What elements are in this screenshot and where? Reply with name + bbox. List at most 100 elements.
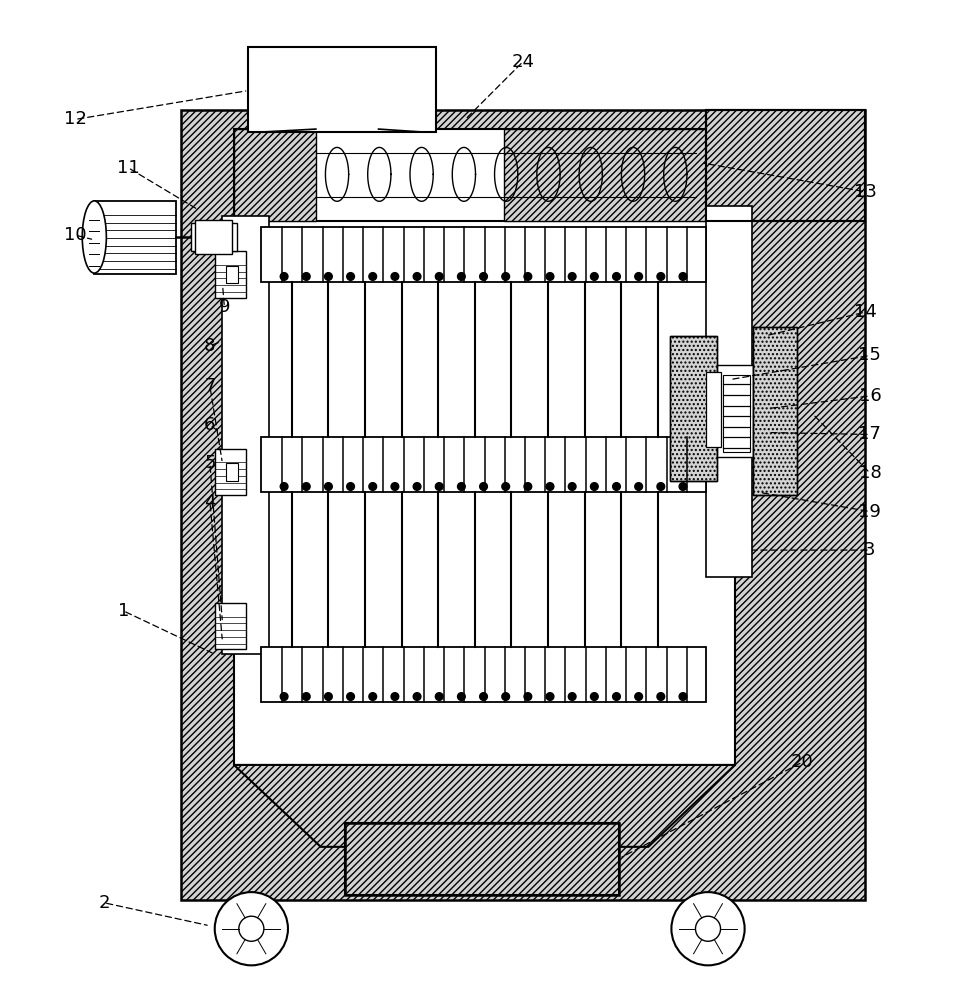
Circle shape (612, 273, 620, 280)
Text: 13: 13 (854, 183, 877, 201)
Circle shape (590, 273, 598, 280)
Bar (706, 110, 865, 221)
Bar (753, 327, 797, 495)
Circle shape (524, 693, 532, 700)
Bar (706, 110, 865, 221)
Circle shape (502, 483, 510, 490)
Bar (261, 227, 706, 282)
Bar (181, 110, 865, 900)
Circle shape (679, 693, 687, 700)
Circle shape (524, 483, 532, 490)
Circle shape (369, 483, 377, 490)
Circle shape (569, 693, 576, 700)
Bar (724, 375, 750, 452)
Bar (215, 449, 245, 495)
Bar (671, 336, 717, 481)
Circle shape (325, 693, 332, 700)
Bar (706, 372, 721, 447)
Text: 9: 9 (219, 298, 230, 316)
Text: 19: 19 (859, 503, 882, 521)
Circle shape (238, 916, 264, 941)
Circle shape (590, 693, 598, 700)
Circle shape (679, 273, 687, 280)
Circle shape (590, 483, 598, 490)
Circle shape (413, 273, 421, 280)
Circle shape (672, 892, 744, 965)
Bar (234, 216, 735, 765)
Circle shape (635, 273, 642, 280)
Circle shape (547, 273, 554, 280)
Circle shape (502, 693, 510, 700)
Circle shape (280, 483, 288, 490)
Text: 1: 1 (117, 602, 129, 620)
Circle shape (547, 483, 554, 490)
Circle shape (524, 273, 532, 280)
Polygon shape (263, 129, 422, 132)
Circle shape (480, 273, 487, 280)
Text: 18: 18 (859, 464, 881, 482)
Circle shape (657, 693, 665, 700)
Bar (94, 201, 176, 274)
Circle shape (391, 693, 399, 700)
Bar (234, 129, 706, 221)
Circle shape (302, 693, 310, 700)
Circle shape (569, 273, 576, 280)
Text: 14: 14 (854, 303, 877, 321)
Bar (234, 129, 316, 221)
Circle shape (480, 483, 487, 490)
Circle shape (413, 483, 421, 490)
Circle shape (215, 892, 288, 965)
Circle shape (457, 693, 465, 700)
Text: 5: 5 (204, 454, 216, 472)
Circle shape (369, 693, 377, 700)
Circle shape (302, 483, 310, 490)
Circle shape (413, 693, 421, 700)
Text: 11: 11 (116, 159, 140, 177)
Circle shape (657, 273, 665, 280)
Circle shape (347, 273, 355, 280)
Circle shape (347, 483, 355, 490)
Polygon shape (234, 765, 735, 847)
Bar (261, 647, 706, 702)
Bar (706, 206, 752, 577)
Ellipse shape (82, 201, 107, 273)
Circle shape (435, 273, 443, 280)
Text: 10: 10 (64, 226, 86, 244)
Bar (345, 823, 619, 895)
Text: 24: 24 (512, 53, 535, 71)
Circle shape (457, 483, 465, 490)
Circle shape (391, 273, 399, 280)
Circle shape (547, 693, 554, 700)
Circle shape (612, 693, 620, 700)
Circle shape (502, 273, 510, 280)
Circle shape (679, 483, 687, 490)
Text: 7: 7 (204, 377, 216, 395)
Text: 2: 2 (98, 894, 109, 912)
Circle shape (302, 273, 310, 280)
Bar (215, 251, 245, 298)
Circle shape (325, 483, 332, 490)
Circle shape (280, 693, 288, 700)
Bar (753, 327, 797, 495)
Text: 3: 3 (864, 541, 876, 559)
Circle shape (391, 483, 399, 490)
Bar (504, 129, 706, 221)
Bar (223, 216, 268, 654)
Bar (227, 463, 237, 481)
Text: 15: 15 (859, 346, 882, 364)
Text: 8: 8 (204, 337, 216, 355)
Circle shape (657, 483, 665, 490)
Circle shape (369, 273, 377, 280)
Bar (345, 823, 619, 895)
Bar (717, 365, 753, 457)
Circle shape (435, 483, 443, 490)
Circle shape (280, 273, 288, 280)
Bar (196, 220, 233, 254)
Text: 12: 12 (64, 110, 86, 128)
Circle shape (696, 916, 721, 941)
Bar (261, 437, 706, 492)
Text: 20: 20 (791, 753, 814, 771)
Bar (227, 266, 237, 283)
Circle shape (325, 273, 332, 280)
Bar (671, 336, 717, 481)
